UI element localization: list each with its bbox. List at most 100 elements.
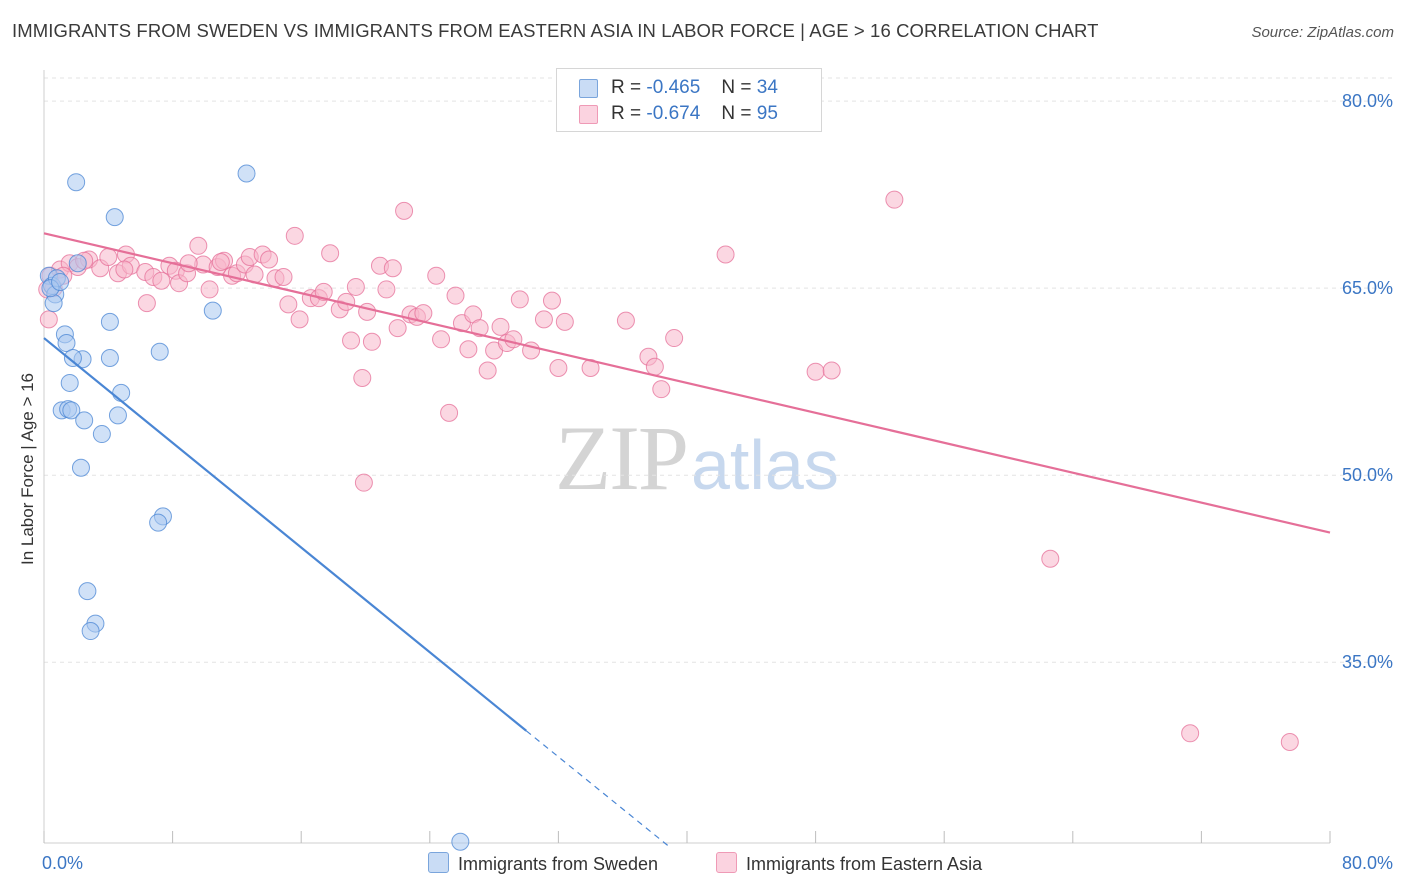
point-sweden-8 <box>68 254 87 273</box>
point-eastern-asia-57 <box>440 403 459 422</box>
sweden-swatch <box>579 79 598 98</box>
point-eastern-asia-68 <box>510 290 529 309</box>
point-eastern-asia-49 <box>383 259 402 278</box>
chart-title: IMMIGRANTS FROM SWEDEN VS IMMIGRANTS FRO… <box>12 20 1099 41</box>
watermark: ZIPatlas <box>555 405 839 511</box>
point-eastern-asia-30 <box>260 250 279 269</box>
point-eastern-asia-54 <box>414 304 433 323</box>
point-eastern-asia-94 <box>211 253 230 272</box>
point-eastern-asia-45 <box>358 302 377 321</box>
point-sweden-26 <box>149 513 168 532</box>
point-sweden-29 <box>81 622 100 641</box>
point-eastern-asia-81 <box>806 362 825 381</box>
point-eastern-asia-86 <box>1181 724 1200 743</box>
point-eastern-asia-43 <box>346 277 365 296</box>
point-eastern-asia-92 <box>115 260 134 279</box>
point-sweden-30 <box>203 301 222 320</box>
point-sweden-7 <box>237 164 256 183</box>
n-value-eastern-asia: 95 <box>756 103 778 124</box>
axes <box>43 70 1331 844</box>
point-eastern-asia-46 <box>362 332 381 351</box>
point-eastern-asia-50 <box>388 319 407 338</box>
point-eastern-asia-67 <box>504 330 523 349</box>
point-eastern-asia-38 <box>314 282 333 301</box>
x-tick-label-min: 0.0% <box>42 853 84 873</box>
point-eastern-asia-80 <box>716 245 735 264</box>
n-value-sweden: 34 <box>756 77 778 98</box>
point-sweden-24 <box>71 458 90 477</box>
point-sweden-13 <box>100 312 119 331</box>
y-tick-label-50: 50.0% <box>1342 465 1393 485</box>
point-eastern-asia-7 <box>99 248 118 267</box>
stats-row-sweden-text: R = -0.465 N = 34 <box>611 77 778 99</box>
point-sweden-12 <box>100 349 119 368</box>
legend-item-eastern-asia[interactable]: Immigrants from Eastern Asia <box>716 852 982 875</box>
legend-swatch-eastern-asia <box>716 852 737 873</box>
point-eastern-asia-84 <box>354 473 373 492</box>
watermark-atlas: atlas <box>691 426 839 504</box>
point-eastern-asia-79 <box>665 329 684 348</box>
y-axis-label: In Labor Force | Age > 16 <box>18 372 37 565</box>
point-sweden-17 <box>112 383 131 402</box>
point-sweden-10 <box>57 334 76 353</box>
point-eastern-asia-12 <box>137 294 156 313</box>
n-label: N = <box>721 103 752 124</box>
point-eastern-asia-87 <box>1280 733 1299 752</box>
point-eastern-asia-83 <box>885 190 904 209</box>
trend-line-dashed-sweden <box>525 730 670 848</box>
point-eastern-asia-75 <box>616 311 635 330</box>
point-sweden-22 <box>108 406 127 425</box>
n-label: N = <box>721 77 752 98</box>
y-tick-label-35: 35.0% <box>1342 652 1393 672</box>
point-eastern-asia-78 <box>652 380 671 399</box>
trend-line-eastern-asia <box>43 232 1331 534</box>
point-eastern-asia-82 <box>822 361 841 380</box>
eastern-asia-swatch <box>579 105 598 124</box>
point-eastern-asia-42 <box>342 331 361 350</box>
point-eastern-asia-63 <box>478 361 497 380</box>
point-eastern-asia-35 <box>290 310 309 329</box>
point-eastern-asia-56 <box>432 330 451 349</box>
point-eastern-asia-19 <box>189 236 208 255</box>
point-eastern-asia-60 <box>459 340 478 359</box>
source-label: Source: ZipAtlas.com <box>1251 24 1394 41</box>
legend-swatch-sweden <box>428 852 449 873</box>
y-tick-label-65: 65.0% <box>1342 278 1393 298</box>
point-sweden-15 <box>63 349 82 368</box>
point-sweden-31 <box>451 832 470 851</box>
point-eastern-asia-21 <box>200 280 219 299</box>
r-label: R = <box>611 77 642 98</box>
point-eastern-asia-65 <box>491 317 510 336</box>
legend-label-sweden: Immigrants from Sweden <box>458 854 659 874</box>
r-value-eastern-asia: -0.674 <box>646 103 701 124</box>
point-eastern-asia-32 <box>274 267 293 286</box>
point-sweden-27 <box>78 582 97 601</box>
y-tick-label-80: 80.0% <box>1342 91 1393 111</box>
legend-label-eastern-asia: Immigrants from Eastern Asia <box>746 854 983 874</box>
point-eastern-asia-44 <box>353 368 372 387</box>
r-value-sweden: -0.465 <box>646 77 701 98</box>
point-eastern-asia-89 <box>39 310 58 329</box>
x-tick-label-max: 80.0% <box>1341 853 1393 873</box>
point-eastern-asia-62 <box>470 319 489 338</box>
legend-item-sweden[interactable]: Immigrants from Sweden <box>428 852 658 875</box>
stats-row-eastern-asia-text: R = -0.674 N = 95 <box>611 103 778 125</box>
point-sweden-20 <box>62 401 81 420</box>
point-sweden-33 <box>51 272 70 291</box>
point-eastern-asia-77 <box>645 357 664 376</box>
point-eastern-asia-85 <box>1041 549 1060 568</box>
point-sweden-21 <box>75 411 94 430</box>
point-eastern-asia-14 <box>152 271 171 290</box>
y-tick-labels: 35.0% 50.0% 65.0% 80.0% <box>1342 91 1393 672</box>
data-points <box>38 164 1299 851</box>
point-eastern-asia-39 <box>321 244 340 263</box>
point-eastern-asia-48 <box>377 280 396 299</box>
point-sweden-6 <box>105 208 124 227</box>
point-eastern-asia-72 <box>549 358 568 377</box>
point-sweden-16 <box>60 373 79 392</box>
point-eastern-asia-70 <box>534 310 553 329</box>
point-eastern-asia-71 <box>542 291 561 310</box>
point-sweden-23 <box>92 425 111 444</box>
watermark-zip: ZIP <box>555 407 689 509</box>
point-eastern-asia-55 <box>427 266 446 285</box>
